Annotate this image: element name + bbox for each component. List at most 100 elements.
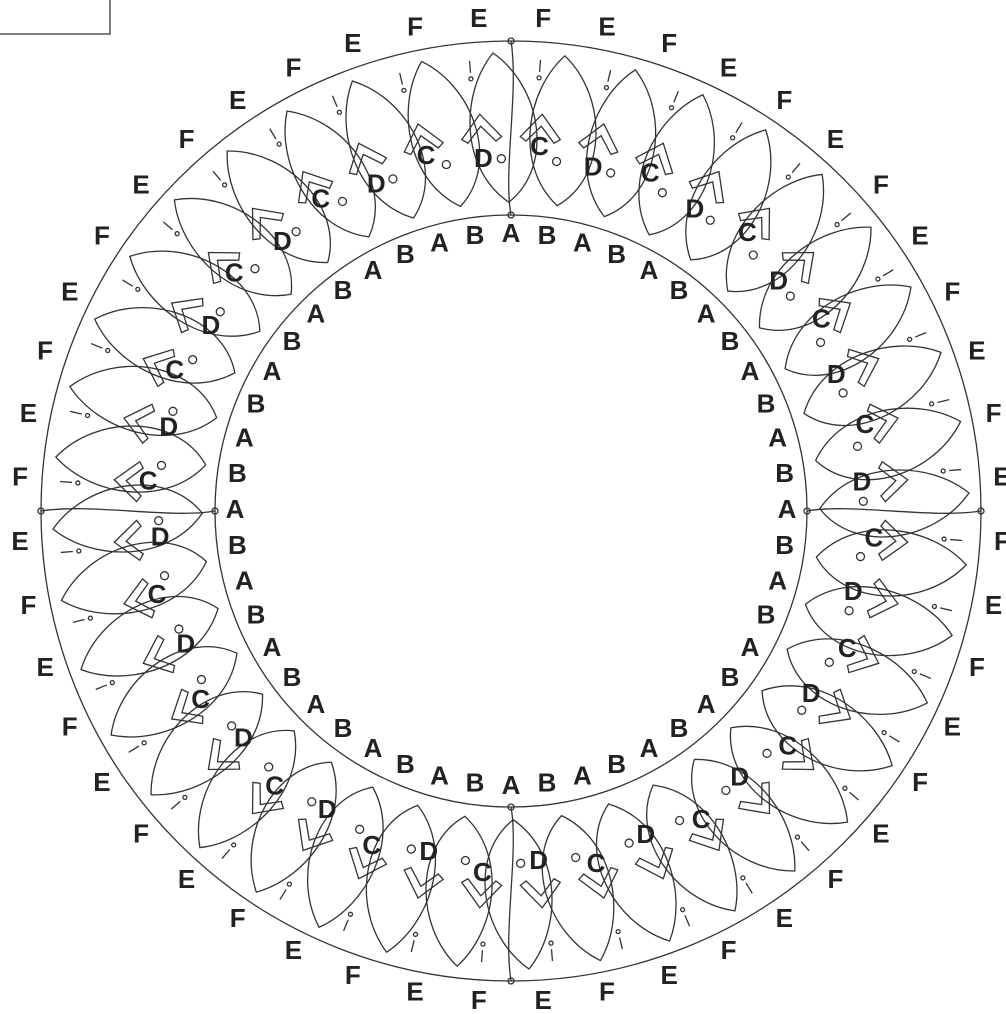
- slot-dot: [480, 941, 486, 947]
- leaf: [784, 284, 912, 376]
- outer-label: E: [720, 53, 737, 83]
- inner-label: A: [697, 299, 716, 329]
- slot: [618, 937, 623, 950]
- petal: [122, 250, 261, 337]
- leaf: [818, 469, 970, 538]
- inner-label: B: [607, 239, 626, 269]
- slot: [468, 60, 472, 73]
- slot-dot: [109, 679, 115, 686]
- petal: [818, 460, 970, 538]
- slot: [849, 791, 860, 801]
- outer-label: F: [873, 169, 889, 199]
- inner-label: A: [226, 494, 245, 524]
- leaf: [173, 197, 293, 297]
- chevron: [297, 170, 334, 204]
- inner-label: B: [396, 239, 415, 269]
- hole: [496, 154, 506, 164]
- slot: [279, 888, 287, 900]
- slot: [342, 919, 349, 932]
- petal-label: D: [151, 521, 170, 551]
- inner-label: A: [778, 494, 797, 524]
- chevron: [348, 142, 388, 176]
- inner-label: A: [573, 760, 592, 790]
- leaf: [638, 93, 716, 236]
- slot-dot: [87, 615, 94, 621]
- slot: [950, 538, 963, 542]
- slot-dot: [842, 785, 848, 791]
- petal: [634, 90, 716, 236]
- hole: [215, 307, 225, 317]
- hole: [674, 815, 685, 826]
- inner-label: A: [263, 632, 282, 662]
- petal: [725, 162, 825, 293]
- outer-label: F: [12, 462, 28, 492]
- slot-dot: [679, 907, 686, 913]
- leaf: [541, 814, 615, 962]
- outer-label: F: [62, 711, 78, 741]
- slot-dot: [875, 276, 881, 282]
- slot: [888, 735, 900, 743]
- outer-label: E: [344, 28, 361, 58]
- chevron: [737, 207, 771, 241]
- petal-label: D: [419, 836, 438, 866]
- corner-box: [0, 0, 111, 35]
- petal: [519, 54, 597, 207]
- slot: [937, 399, 950, 404]
- inner-label: A: [306, 689, 325, 719]
- hole: [307, 797, 317, 807]
- outer-label: F: [827, 864, 843, 894]
- petal-label: C: [812, 304, 831, 334]
- petal-label: D: [844, 576, 863, 606]
- outer-label: E: [535, 985, 552, 1014]
- outer-label: E: [776, 903, 793, 933]
- inner-label: B: [721, 326, 740, 356]
- petal-label: C: [191, 684, 210, 714]
- outer-label: E: [993, 462, 1006, 492]
- petal: [484, 818, 562, 970]
- inner-label: B: [334, 275, 353, 305]
- petal-label: D: [318, 794, 337, 824]
- petal: [365, 804, 445, 954]
- petal-label: D: [853, 466, 872, 496]
- seam: [37, 507, 219, 515]
- petal: [541, 814, 623, 962]
- seam-line: [806, 508, 982, 514]
- outer-label: F: [986, 398, 1002, 428]
- inner-label: A: [697, 689, 716, 719]
- inner-label: B: [775, 530, 794, 560]
- slot: [800, 841, 810, 852]
- petal: [399, 60, 481, 208]
- leaf: [284, 110, 376, 238]
- chevron: [577, 123, 619, 156]
- slot-dot: [231, 842, 237, 848]
- leaf: [407, 60, 481, 208]
- hole: [844, 606, 854, 616]
- petal: [646, 784, 753, 912]
- outer-label: E: [470, 3, 487, 33]
- slot: [550, 949, 554, 962]
- outer-label: F: [230, 903, 246, 933]
- petal-label: C: [530, 131, 549, 161]
- petal: [786, 634, 932, 716]
- petal-label: D: [529, 845, 548, 875]
- hole: [250, 264, 260, 274]
- slot: [170, 800, 181, 810]
- slot: [791, 162, 801, 173]
- slot-dot: [468, 76, 474, 82]
- leaf: [306, 786, 384, 929]
- inner-label: A: [502, 218, 521, 248]
- slot: [480, 950, 484, 963]
- inner-label: A: [640, 733, 659, 763]
- chevron: [737, 781, 771, 815]
- slot-dot: [941, 536, 947, 542]
- hole: [785, 291, 796, 301]
- slot-dot: [834, 221, 840, 228]
- inner-label: B: [228, 530, 247, 560]
- slot: [212, 170, 222, 181]
- outer-label: E: [20, 398, 37, 428]
- slot: [122, 279, 134, 287]
- inner-label: B: [538, 768, 557, 798]
- slot: [72, 618, 85, 623]
- seam-dot: [977, 507, 985, 515]
- chevron: [781, 251, 815, 285]
